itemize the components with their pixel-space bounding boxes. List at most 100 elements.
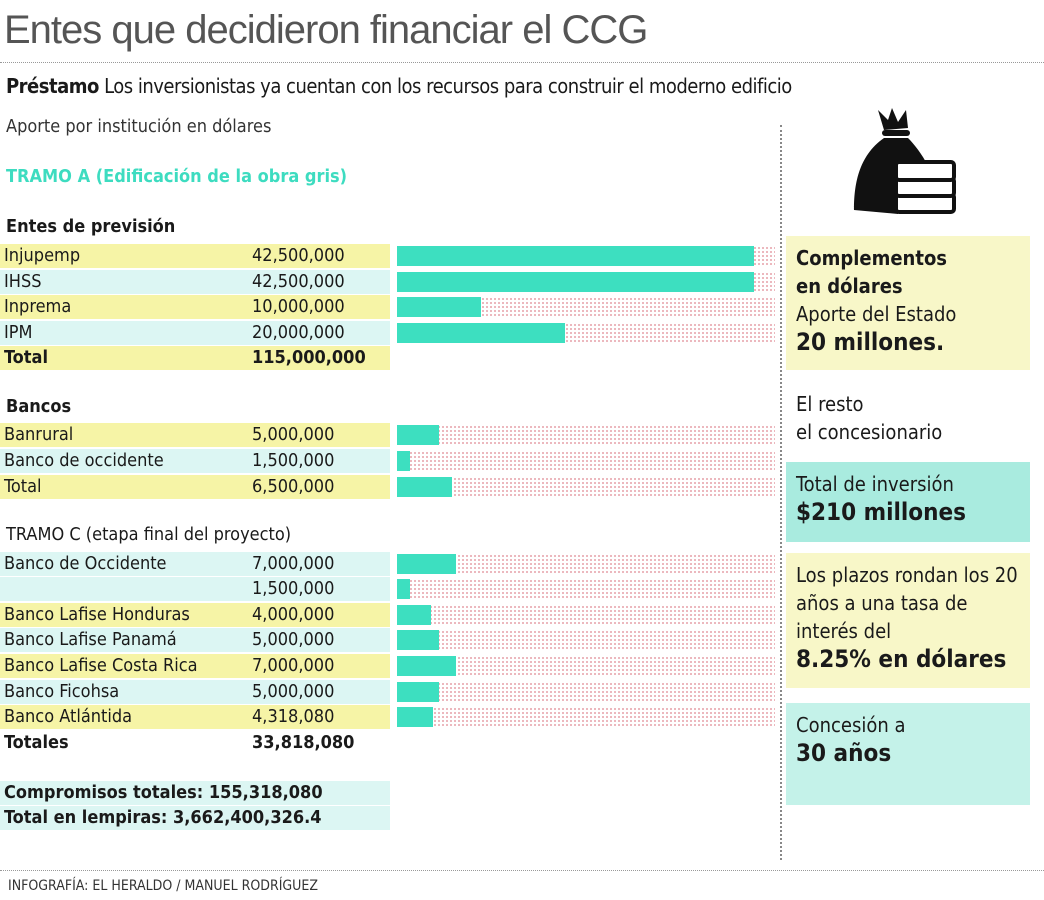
bar xyxy=(397,451,410,471)
bar xyxy=(397,477,452,497)
bar-track xyxy=(397,579,775,599)
summary-row: Total en lempiras: 3,662,400,326.4 xyxy=(0,806,390,830)
bar-track xyxy=(397,297,775,317)
summary-1 xyxy=(0,781,390,805)
row-value: 5,000,000 xyxy=(252,629,335,650)
box1-big: 20 millones. xyxy=(796,328,945,356)
bar xyxy=(397,246,754,266)
vertical-divider xyxy=(780,125,782,860)
rest-line-1: El resto xyxy=(796,392,864,416)
row-value: 20,000,000 xyxy=(252,322,345,343)
table-row: IHSS 42,500,000 xyxy=(0,270,390,294)
bar xyxy=(397,605,431,625)
bar xyxy=(397,630,439,650)
inversion-box: Total de inversión $210 millones xyxy=(786,462,1030,542)
table-row: 1,500,000 xyxy=(0,577,390,601)
row-label: Banco Atlántida xyxy=(4,706,133,727)
total-label: Totales xyxy=(4,732,69,753)
row-label: Total xyxy=(4,476,42,497)
row-value: 4,000,000 xyxy=(252,604,335,625)
unit-note: Aporte por institución en dólares xyxy=(6,116,272,137)
row-value: 5,000,000 xyxy=(252,681,335,702)
box1-text: Aporte del Estado xyxy=(796,302,957,326)
bar xyxy=(397,272,754,292)
title: Entes que decidieron financiar el CCG xyxy=(4,8,648,52)
box4-text: Concesión a xyxy=(796,713,906,737)
group-heading: Entes de previsión xyxy=(6,216,176,237)
money-bag-icon xyxy=(854,108,956,214)
table-row: Banco Atlántida 4,318,080 xyxy=(0,705,390,729)
box3-text: Los plazos rondan los 20 años a una tasa… xyxy=(796,563,1018,643)
credit: INFOGRAFÍA: EL HERALDO / MANUEL RODRÍGUE… xyxy=(8,878,318,894)
concesion-box: Concesión a 30 años xyxy=(786,703,1030,805)
table-row: Inprema 10,000,000 xyxy=(0,295,390,319)
footer-divider xyxy=(0,870,1044,871)
tramo-a-heading: TRAMO A (Edificación de la obra gris) xyxy=(6,166,348,187)
row-value: 5,000,000 xyxy=(252,424,335,445)
total-label: Total xyxy=(4,347,48,368)
bar xyxy=(397,579,410,599)
row-label: Banco Lafise Honduras xyxy=(4,604,190,625)
complementos-box: Complementos en dólares Aporte del Estad… xyxy=(786,236,1030,370)
row-value: 7,000,000 xyxy=(252,553,335,574)
bar xyxy=(397,425,439,445)
subtitle: Préstamo Los inversionistas ya cuentan c… xyxy=(6,74,792,98)
row-label: Banco de Occidente xyxy=(4,553,167,574)
row-label: Banco de occidente xyxy=(4,450,164,471)
row-label: Injupemp xyxy=(4,245,81,266)
bar xyxy=(397,323,565,343)
row-label: IPM xyxy=(4,322,33,343)
bar-track xyxy=(397,477,775,497)
box1-bold: Complementos en dólares xyxy=(796,246,948,298)
row-value: 1,500,000 xyxy=(252,450,335,471)
bar-track xyxy=(397,323,775,343)
divider xyxy=(0,62,1044,63)
total-value: 115,000,000 xyxy=(252,347,366,368)
row-value: 6,500,000 xyxy=(252,476,335,497)
bar xyxy=(397,682,439,702)
bar-track xyxy=(397,554,775,574)
table-row: IPM 20,000,000 xyxy=(0,321,390,345)
bar-track xyxy=(397,605,775,625)
row-label: Banrural xyxy=(4,424,74,445)
box2-text: Total de inversión xyxy=(796,472,954,496)
row-label: Banco Lafise Costa Rica xyxy=(4,655,198,676)
table-row: Banrural 5,000,000 xyxy=(0,423,390,447)
row-label: IHSS xyxy=(4,271,42,292)
table-row: Banco Lafise Panamá 5,000,000 xyxy=(0,628,390,652)
table-row: Banco Lafise Honduras 4,000,000 xyxy=(0,603,390,627)
table-row: Total 6,500,000 xyxy=(0,475,390,499)
total-value: 33,818,080 xyxy=(252,732,355,753)
summary-row: Compromisos totales: 155,318,080 xyxy=(0,781,390,805)
bar-track xyxy=(397,630,775,650)
table-row: Banco de occidente 1,500,000 xyxy=(0,449,390,473)
bar xyxy=(397,656,456,676)
total-row: Totales 33,818,080 xyxy=(0,731,390,755)
bar-track xyxy=(397,656,775,676)
row-value: 7,000,000 xyxy=(252,655,335,676)
row-value: 42,500,000 xyxy=(252,271,345,292)
summary-text: Total en lempiras: 3,662,400,326.4 xyxy=(4,807,322,828)
summary-text: Compromisos totales: 155,318,080 xyxy=(4,782,323,803)
box2-big: $210 millones xyxy=(796,498,967,526)
total-row: Total 115,000,000 xyxy=(0,346,390,370)
bar-track xyxy=(397,451,775,471)
box3-big: 8.25% en dólares xyxy=(796,645,1007,673)
group-heading: TRAMO C (etapa final del proyecto) xyxy=(6,524,292,545)
bar-track xyxy=(397,425,775,445)
table-row: Banco Lafise Costa Rica 7,000,000 xyxy=(0,654,390,678)
bar-track xyxy=(397,272,775,292)
row-label: Banco Lafise Panamá xyxy=(4,629,177,650)
rest-line-2: el concesionario xyxy=(796,420,943,444)
row-label: Inprema xyxy=(4,296,72,317)
row-label: Banco Ficohsa xyxy=(4,681,120,702)
row-value: 10,000,000 xyxy=(252,296,345,317)
bar xyxy=(397,554,456,574)
row-value: 1,500,000 xyxy=(252,578,335,599)
box4-big: 30 años xyxy=(796,739,892,767)
group-heading: Bancos xyxy=(6,396,72,417)
bar-track xyxy=(397,707,775,727)
bar-track xyxy=(397,246,775,266)
plazos-box: Los plazos rondan los 20 años a una tasa… xyxy=(786,553,1030,688)
table-row: Banco Ficohsa 5,000,000 xyxy=(0,680,390,704)
